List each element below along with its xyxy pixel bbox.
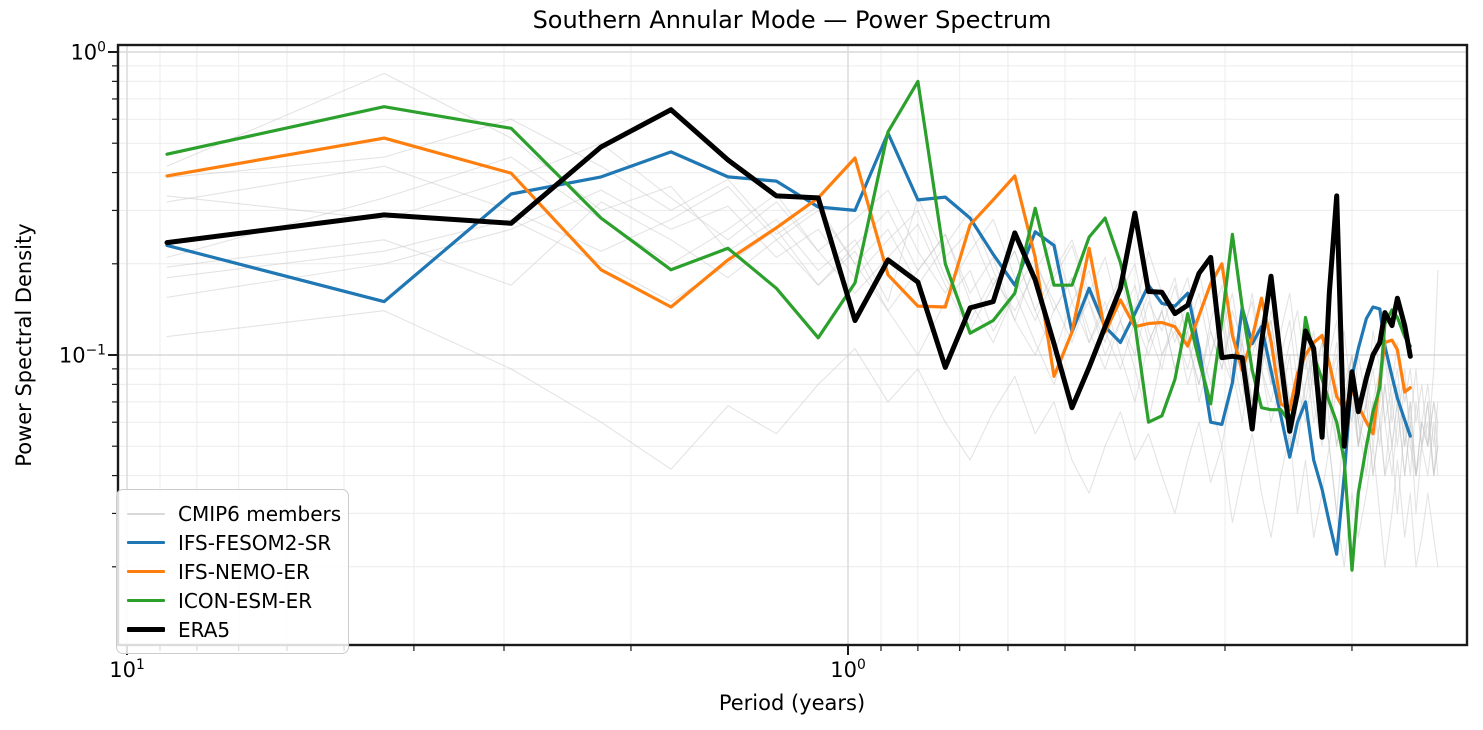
legend-item-era5: ERA5 (127, 615, 336, 644)
series-line-ifs-fesom2-sr (165, 131, 1412, 556)
legend-label: ICON-ESM-ER (178, 588, 313, 613)
x-axis-label: Period (years) (718, 691, 866, 715)
y-tick-label: 100 (70, 39, 106, 65)
legend-box: CMIP6 members IFS-FESOM2-SR IFS-NEMO-ER … (116, 489, 349, 654)
legend-item-icon-esm-er: ICON-ESM-ER (127, 586, 336, 615)
chart-title: Southern Annular Mode — Power Spectrum (532, 6, 1052, 34)
legend-label: CMIP6 members (178, 501, 342, 526)
ensemble-member-line-8 (166, 310, 1439, 568)
legend-line-sample-orange (127, 570, 165, 573)
ensemble-member-line-1 (166, 72, 1439, 447)
x-tick-label: 101 (109, 657, 145, 682)
axes-spines (116, 43, 1469, 647)
ensemble-member-line-4 (166, 165, 1439, 477)
legend-line-sample-blue (127, 541, 165, 544)
legend-item-ifs-fesom2-sr: IFS-FESOM2-SR (127, 528, 336, 557)
series-line-era5 (164, 107, 1413, 449)
series-line-ifs-nemo-er (165, 136, 1412, 436)
legend-item-ifs-nemo-er: IFS-NEMO-ER (127, 557, 336, 586)
y-tick-label: 10−1 (58, 342, 106, 368)
x-tick-label: 100 (830, 657, 866, 682)
legend-line-sample-gray (127, 512, 165, 515)
ensemble-member-line-5 (166, 156, 1439, 477)
legend-label: IFS-NEMO-ER (178, 559, 310, 584)
legend-label: IFS-FESOM2-SR (178, 530, 332, 555)
y-axis-label: Power Spectral Density (12, 223, 36, 467)
legend-line-sample-green (127, 599, 165, 602)
ensemble-member-line-3 (166, 142, 1439, 477)
legend-item-cmip6-members: CMIP6 members (127, 499, 341, 528)
ensemble-member-line-9 (166, 189, 1439, 477)
series-line-icon-esm-er (165, 79, 1412, 572)
ensemble-member-line-7 (166, 218, 1439, 514)
legend-line-sample-black (127, 627, 165, 632)
legend-label: ERA5 (178, 617, 231, 642)
